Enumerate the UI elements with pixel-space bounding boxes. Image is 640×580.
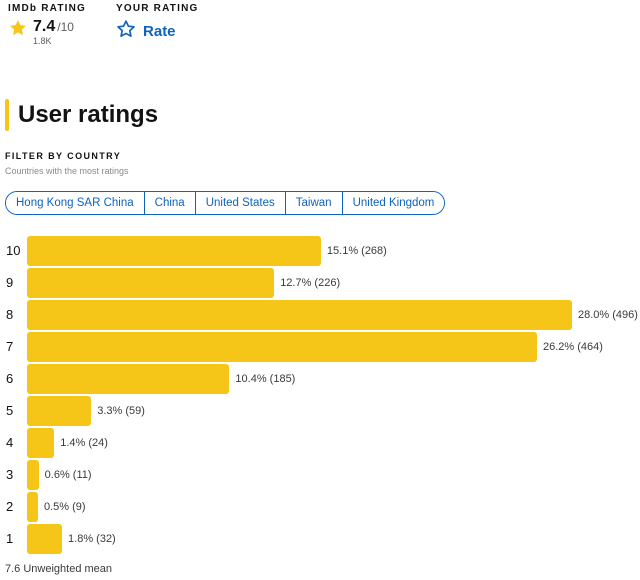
rate-button[interactable]: Rate	[116, 19, 198, 44]
rating-header: IMDb RATING 7.4/10 1.8K YOUR RATING Rate	[8, 3, 228, 46]
bar-value-9: 12.7% (226)	[280, 277, 341, 289]
imdb-rating-label: IMDb RATING	[8, 3, 87, 14]
bar-value-10: 15.1% (268)	[326, 245, 387, 257]
bar-row-8: 8 28.0% (496)	[0, 300, 640, 330]
your-rating-label: YOUR RATING	[116, 3, 199, 14]
title-accent-bar	[5, 98, 9, 131]
bar-10[interactable]	[27, 236, 321, 266]
imdb-rating-row: 7.4/10 1.8K	[8, 18, 86, 46]
bar-row-7: 7 26.2% (464)	[0, 332, 640, 362]
filter-heading: FILTER BY COUNTRY	[5, 151, 122, 161]
bar-label-10: 10	[6, 243, 21, 258]
bar-value-8: 28.0% (496)	[578, 309, 638, 321]
star-outline-icon	[116, 19, 136, 44]
chip-taiwan[interactable]: Taiwan	[285, 192, 343, 214]
bar-6[interactable]	[27, 364, 230, 394]
bar-5[interactable]	[27, 396, 92, 426]
bar-row-1: 1 1.8% (32)	[0, 524, 640, 554]
bar-label-6: 6	[6, 371, 14, 386]
bar-value-5: 3.3% (59)	[97, 405, 145, 417]
chip-hong-kong-sar-china[interactable]: Hong Kong SAR China	[6, 192, 145, 214]
chip-united-kingdom[interactable]: United Kingdom	[342, 192, 445, 214]
rating-value: 7.4	[33, 18, 56, 35]
bar-value-7: 26.2% (464)	[542, 341, 603, 353]
imdb-rating-block: IMDb RATING 7.4/10 1.8K	[8, 3, 86, 46]
bar-1[interactable]	[27, 524, 63, 554]
bar-9[interactable]	[27, 268, 275, 298]
bar-row-2: 2 0.5% (9)	[0, 492, 640, 522]
unweighted-mean: 7.6 Unweighted mean	[5, 563, 113, 575]
page-title: User ratings	[18, 100, 159, 128]
bar-value-2: 0.5% (9)	[44, 501, 86, 513]
section-title: User ratings	[5, 98, 158, 131]
chip-united-states[interactable]: United States	[195, 192, 286, 214]
bar-4[interactable]	[27, 428, 55, 458]
filter-subtitle: Countries with the most ratings	[5, 166, 129, 176]
bar-row-10: 10 15.1% (268)	[0, 236, 640, 266]
bar-label-5: 5	[6, 403, 14, 418]
country-filter-chips: Hong Kong SAR China China United States …	[5, 191, 446, 215]
rating-count: 1.8K	[33, 36, 52, 46]
star-filled-icon	[8, 18, 28, 38]
bar-value-1: 1.8% (32)	[68, 533, 116, 545]
bar-value-6: 10.4% (185)	[235, 373, 296, 385]
bar-value-3: 0.6% (11)	[44, 469, 92, 481]
bar-label-4: 4	[6, 435, 14, 450]
bar-row-9: 9 12.7% (226)	[0, 268, 640, 298]
bar-label-7: 7	[6, 339, 14, 354]
rating-out-of: /10	[57, 20, 74, 34]
bar-label-8: 8	[6, 307, 14, 322]
bar-row-5: 5 3.3% (59)	[0, 396, 640, 426]
your-rating-block: YOUR RATING Rate	[116, 3, 198, 46]
bar-value-4: 1.4% (24)	[60, 437, 108, 449]
bar-2[interactable]	[27, 492, 38, 522]
bar-label-3: 3	[6, 467, 14, 482]
bar-label-1: 1	[6, 531, 14, 546]
bar-7[interactable]	[27, 332, 537, 362]
bar-row-6: 6 10.4% (185)	[0, 364, 640, 394]
bar-label-9: 9	[6, 275, 14, 290]
bar-8[interactable]	[27, 300, 572, 330]
chip-china[interactable]: China	[144, 192, 196, 214]
rate-button-label: Rate	[143, 23, 176, 40]
bar-3[interactable]	[27, 460, 39, 490]
bar-label-2: 2	[6, 499, 14, 514]
bar-row-3: 3 0.6% (11)	[0, 460, 640, 490]
bar-row-4: 4 1.4% (24)	[0, 428, 640, 458]
